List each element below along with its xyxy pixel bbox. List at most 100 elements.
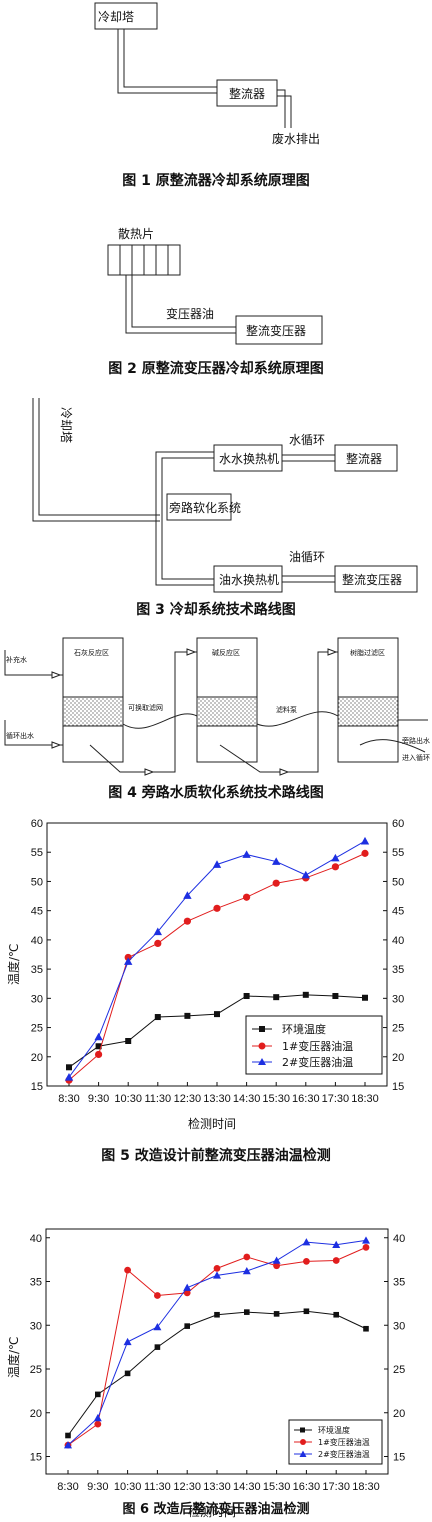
chart2-point-s1-6 <box>243 1253 251 1261</box>
fig3-tower-label: 冷却塔 <box>59 407 73 443</box>
chart2-ytick-label-right: 35 <box>393 1277 405 1289</box>
fig4-caption: 图 4 旁路水质软化系统技术路线图 <box>108 785 324 801</box>
chart1-point-s0-3 <box>154 1014 161 1021</box>
chart1-point-s2-1 <box>94 1032 103 1041</box>
chart2-xtick-label: 9:30 <box>87 1481 108 1493</box>
chart1-ytick-label-left: 60 <box>31 818 43 830</box>
chart2-axes: 15 15 20 20 25 25 30 30 35 35 40 40 8:30 9:30 10:30 11:… <box>30 1233 406 1493</box>
chart1-ytick-label-left: 35 <box>31 964 43 976</box>
chart1-point-s1-10 <box>361 849 369 857</box>
chart2-point-s1-7 <box>273 1262 280 1270</box>
chart2-point-s0-5 <box>214 1311 220 1318</box>
chart1-ytick-label-left: 50 <box>31 876 43 888</box>
chart1-point-s0-5 <box>214 1011 220 1018</box>
fig4-enter-loop-label: 进入循环 <box>402 753 430 762</box>
chart1-xtick-label: 10:30 <box>114 1093 142 1105</box>
fig1-drain-label: 废水排出 <box>272 131 320 146</box>
chart2-xtick-label: 10:30 <box>114 1481 142 1493</box>
chart2-xtick-label: 14:30 <box>233 1481 261 1493</box>
chart1-point-s0-6 <box>243 992 250 999</box>
chart1-legend-marker-2 <box>258 1058 266 1065</box>
chart2-ytick-label-right: 30 <box>393 1320 405 1332</box>
chart1-point-s1-5 <box>213 904 221 912</box>
chart2-xtick-label: 15:30 <box>263 1481 291 1493</box>
chart1-legend-1: 1#变压器油温 <box>282 1039 353 1053</box>
chart2-ytick-label-right: 40 <box>393 1233 405 1245</box>
chart2-ylabel: 温度/℃ <box>6 1336 21 1378</box>
chart1-ytick-label-right: 35 <box>392 964 404 976</box>
fig3-oil-loop-label: 油循环 <box>289 550 325 564</box>
chart2-point-s0-10 <box>363 1325 369 1332</box>
fig4-zone2-fill <box>196 696 258 727</box>
chart1-point-s2-8 <box>301 870 310 879</box>
fig4-circ-in-label: 循环出水 <box>6 731 34 740</box>
chart1-xtick-label: 14:30 <box>233 1093 261 1105</box>
chart2-legend-marker-2 <box>299 1450 307 1457</box>
chart2-ytick-label-left: 35 <box>30 1277 42 1289</box>
chart1-point-s0-4 <box>184 1012 191 1019</box>
chart1-ytick-label-left: 55 <box>31 847 43 859</box>
chart2-ytick-label-left: 25 <box>30 1364 42 1376</box>
chart2-point-s0-3 <box>154 1344 161 1350</box>
fig1-tower-box <box>94 2 158 30</box>
chart2-legend-2: 2#变压器油温 <box>318 1449 370 1459</box>
chart1-point-s2-0 <box>64 1073 74 1081</box>
chart2-point-s2-9 <box>332 1240 341 1248</box>
fig1-rectifier-label: 整流器 <box>229 86 265 101</box>
fig2-pipe-a <box>125 275 236 334</box>
chart1-legend-box <box>245 1015 383 1075</box>
chart1-point-s2-3 <box>153 927 162 936</box>
chart1-point-s0-8 <box>302 991 309 998</box>
chart2-legend-marker-1 <box>300 1439 306 1445</box>
fig5-caption: 图 5 改造设计前整流变压器油温检测 <box>101 1148 331 1164</box>
chart1-ylabel: 温度/℃ <box>6 943 21 985</box>
chart2-point-s2-2 <box>123 1337 132 1346</box>
chart2-point-s2-1 <box>93 1414 102 1422</box>
chart2-xtick-label: 8:30 <box>57 1481 78 1493</box>
chart2-ytick-label-left: 30 <box>30 1320 42 1332</box>
chart1-ytick-label-right: 45 <box>392 906 404 918</box>
chart1-point-s1-6 <box>243 893 251 901</box>
chart1-ytick-label-right: 30 <box>392 993 404 1005</box>
chart2-point-s1-9 <box>332 1257 340 1264</box>
chart1-point-s0-0 <box>66 1064 72 1071</box>
chart2-series-line-0 <box>67 1310 367 1436</box>
chart1-ytick-label-right: 20 <box>392 1052 404 1064</box>
chart1-point-s2-9 <box>331 853 340 862</box>
chart1-xlabel: 检测时间 <box>188 1116 236 1131</box>
chart1-series <box>64 836 370 1084</box>
chart2-legend-0: 环境温度 <box>318 1425 350 1435</box>
chart2-ytick-label-right: 20 <box>393 1408 405 1420</box>
fig3-water-loop-label: 水循环 <box>289 433 325 447</box>
chart2: 15 15 20 20 25 25 30 30 35 35 40 40 8:30 9:30 10:30 11:… <box>6 1228 406 1519</box>
chart1-legend-2: 2#变压器油温 <box>282 1055 353 1069</box>
chart2-point-s0-8 <box>303 1308 310 1315</box>
chart1-point-s1-1 <box>95 1050 103 1059</box>
chart1-xtick-label: 12:30 <box>174 1093 202 1105</box>
chart2-point-s0-6 <box>244 1309 250 1315</box>
chart2-point-s1-1 <box>94 1420 102 1428</box>
fig3-ow-exchanger-label: 油水换热机 <box>219 573 279 587</box>
fig1-tower-label: 冷却塔 <box>98 10 134 24</box>
fig3-caption: 图 3 冷却系统技术路线图 <box>136 602 296 618</box>
fig1-pipe-in <box>123 29 217 88</box>
chart1-point-s0-2 <box>125 1037 132 1044</box>
fig1-drain-pipe-b <box>277 95 292 128</box>
chart1-xtick-label: 17:30 <box>322 1093 350 1105</box>
chart1-xtick-label: 8:30 <box>58 1093 79 1105</box>
fig2-transformer-label: 整流变压器 <box>246 323 306 338</box>
chart2-point-s1-5 <box>213 1264 221 1272</box>
fig4-makeup-label: 补充水 <box>6 655 27 664</box>
chart1-legend: 环境温度 1#变压器油温 2#变压器油温 <box>245 1015 383 1075</box>
fig4-zone3-fill <box>337 696 399 727</box>
chart1-xtick-label: 18:30 <box>351 1093 379 1105</box>
chart2-xtick-label: 11:30 <box>144 1481 171 1493</box>
chart2-point-s2-10 <box>362 1236 370 1244</box>
chart2-ytick-label-left: 15 <box>30 1452 42 1464</box>
fig2-diagram <box>107 244 323 345</box>
chart2-xlabel: 检测时间 <box>188 1504 236 1519</box>
fig4-zone2-label: 碱反应区 <box>212 648 240 657</box>
fig3-diagram <box>32 398 418 593</box>
chart1-xtick-label: 13:30 <box>203 1093 231 1105</box>
